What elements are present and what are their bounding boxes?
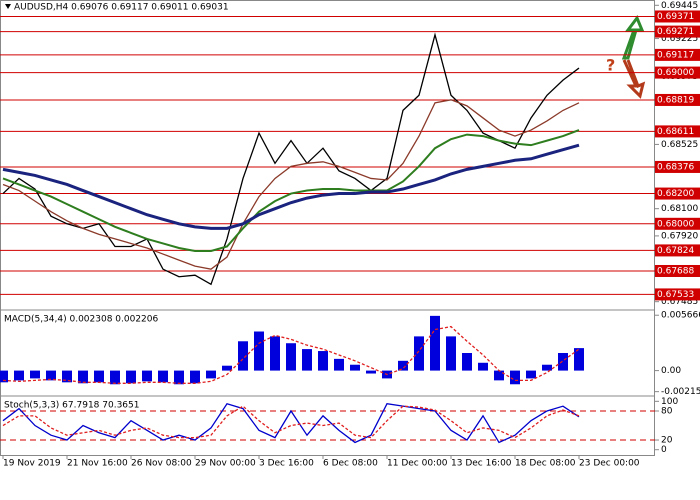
level-label: 0.67533: [657, 290, 694, 300]
level-label: 0.69000: [657, 68, 694, 78]
level-badge: [655, 10, 700, 23]
up-arrow: [621, 15, 645, 60]
level-badge: [655, 187, 700, 200]
histogram-bar: [190, 370, 200, 384]
x-tick-label: 6 Dec 08:00: [323, 459, 378, 469]
histogram-bar: [318, 351, 328, 371]
histogram-bar: [78, 370, 88, 384]
histogram-bar: [510, 370, 520, 385]
level-label: 0.68000: [657, 219, 694, 229]
histogram-bar: [430, 315, 440, 371]
level-badge: [655, 288, 700, 301]
symbol-icon: [5, 4, 11, 9]
histogram-bar: [94, 370, 104, 383]
histogram-bar: [206, 370, 216, 379]
indicator-line: [2, 99, 580, 270]
indicator-line: [2, 325, 580, 384]
y-tick-label: 80: [661, 407, 673, 417]
level-label: 0.69271: [657, 27, 694, 37]
level-label: 0.68200: [657, 189, 694, 199]
x-tick-label: 3 Dec 16:00: [259, 459, 314, 469]
histogram-bar: [462, 353, 472, 371]
histogram-bar: [398, 360, 408, 371]
level-label: 0.68376: [657, 162, 694, 172]
macd-title: MACD(5,34,4) 0.002308 0.002206: [4, 315, 159, 325]
histogram-bar: [350, 364, 360, 371]
histogram-bar: [414, 336, 424, 371]
x-tick-label: 23 Dec 00:00: [579, 459, 640, 469]
x-tick-label: 26 Nov 08:00: [131, 459, 192, 469]
stoch-title: Stoch(5,3,3) 67.7918 70.3651: [4, 401, 139, 411]
histogram-bar: [526, 370, 536, 379]
x-tick-label: 13 Dec 16:00: [451, 459, 512, 469]
y-tick-label: 0: [661, 445, 667, 455]
level-label: 0.68819: [657, 95, 694, 105]
level-badge: [655, 160, 700, 173]
y-tick-label: 0.69225: [661, 34, 698, 44]
level-badge: [655, 264, 700, 277]
histogram-bar: [270, 336, 280, 371]
histogram-bar: [126, 370, 136, 384]
chart-title: AUDUSD,H4 0.69076 0.69117 0.69011 0.6903…: [14, 3, 229, 13]
level-label: 0.69371: [657, 12, 694, 22]
histogram-bar: [366, 370, 376, 374]
histogram-bar: [542, 364, 552, 371]
x-tick-label: 29 Nov 00:00: [195, 459, 256, 469]
histogram-bar: [238, 341, 248, 371]
histogram-bar: [494, 370, 504, 381]
level-label: 0.67688: [657, 266, 694, 276]
histogram-bar: [574, 348, 584, 371]
x-tick-label: 21 Nov 16:00: [67, 459, 128, 469]
y-tick-label: 0.69445: [661, 1, 698, 11]
indicator-line: [2, 405, 580, 439]
histogram-bar: [0, 370, 8, 383]
histogram-bar: [254, 331, 264, 371]
histogram-bar: [558, 353, 568, 371]
histogram-bar: [158, 370, 168, 383]
histogram-bar: [222, 365, 232, 371]
level-label: 0.67824: [657, 246, 694, 256]
level-badge: [655, 244, 700, 257]
level-label: 0.69117: [657, 50, 694, 60]
histogram-bar: [334, 358, 344, 371]
indicator-line: [2, 143, 580, 230]
histogram-bar: [62, 370, 72, 383]
y-tick-label: 0.00: [661, 366, 681, 376]
level-badge: [655, 217, 700, 230]
level-badge: [655, 66, 700, 79]
level-badge: [655, 25, 700, 38]
y-tick-label: 0.68100: [661, 204, 698, 214]
histogram-bar: [478, 362, 488, 371]
y-tick-label: 20: [661, 436, 673, 446]
y-tick-label: 0.68525: [661, 140, 698, 150]
level-badge: [655, 125, 700, 138]
y-tick-label: 100: [661, 397, 678, 407]
histogram-bar: [286, 343, 296, 371]
histogram-bar: [174, 370, 184, 385]
indicator-line: [2, 129, 580, 253]
histogram-bar: [14, 370, 24, 381]
y-tick-label: 0.67485: [661, 297, 698, 307]
x-tick-label: 18 Dec 08:00: [515, 459, 576, 469]
x-tick-label: 11 Dec 00:00: [387, 459, 448, 469]
x-tick-label: 19 Nov 2019: [3, 459, 61, 469]
indicator-line: [2, 402, 580, 444]
level-label: 0.68611: [657, 127, 694, 137]
histogram-bar: [46, 370, 56, 381]
histogram-bar: [30, 370, 40, 379]
plot-frame: [0, 0, 655, 456]
price-line: [2, 32, 580, 286]
annotation: ?: [606, 56, 615, 75]
histogram-bar: [142, 370, 152, 382]
level-badge: [655, 48, 700, 61]
histogram-bar: [110, 370, 120, 385]
histogram-bar: [446, 336, 456, 371]
y-tick-label: 0.67920: [661, 231, 698, 241]
down-arrow: [622, 59, 646, 99]
y-tick-label: -0.002154: [661, 387, 700, 397]
histogram-bar: [302, 349, 312, 371]
y-tick-label: 0.005666: [661, 311, 700, 321]
level-badge: [655, 93, 700, 106]
